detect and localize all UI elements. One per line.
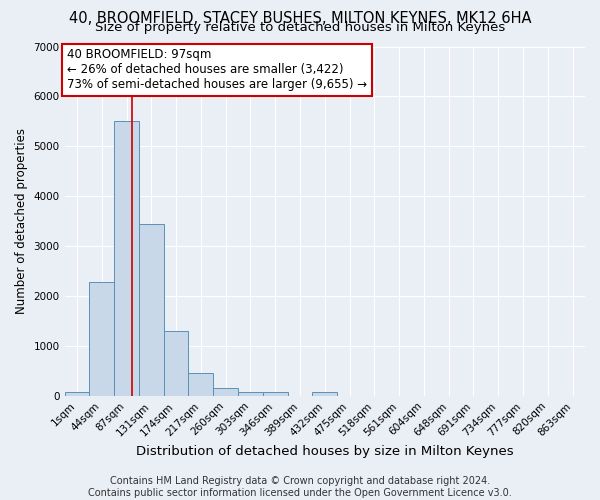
Bar bbox=[65, 392, 89, 396]
Bar bbox=[238, 392, 263, 396]
Bar bbox=[313, 392, 337, 396]
Text: 40 BROOMFIELD: 97sqm
← 26% of detached houses are smaller (3,422)
73% of semi-de: 40 BROOMFIELD: 97sqm ← 26% of detached h… bbox=[67, 48, 367, 91]
Bar bbox=[188, 373, 213, 396]
Bar bbox=[164, 331, 188, 396]
Bar bbox=[139, 224, 164, 396]
Bar bbox=[213, 388, 238, 396]
Bar bbox=[114, 122, 139, 396]
Text: 40, BROOMFIELD, STACEY BUSHES, MILTON KEYNES, MK12 6HA: 40, BROOMFIELD, STACEY BUSHES, MILTON KE… bbox=[69, 11, 531, 26]
Text: Size of property relative to detached houses in Milton Keynes: Size of property relative to detached ho… bbox=[95, 22, 505, 35]
Bar bbox=[89, 282, 114, 396]
Y-axis label: Number of detached properties: Number of detached properties bbox=[15, 128, 28, 314]
Bar bbox=[263, 392, 287, 396]
Text: Contains HM Land Registry data © Crown copyright and database right 2024.
Contai: Contains HM Land Registry data © Crown c… bbox=[88, 476, 512, 498]
X-axis label: Distribution of detached houses by size in Milton Keynes: Distribution of detached houses by size … bbox=[136, 444, 514, 458]
